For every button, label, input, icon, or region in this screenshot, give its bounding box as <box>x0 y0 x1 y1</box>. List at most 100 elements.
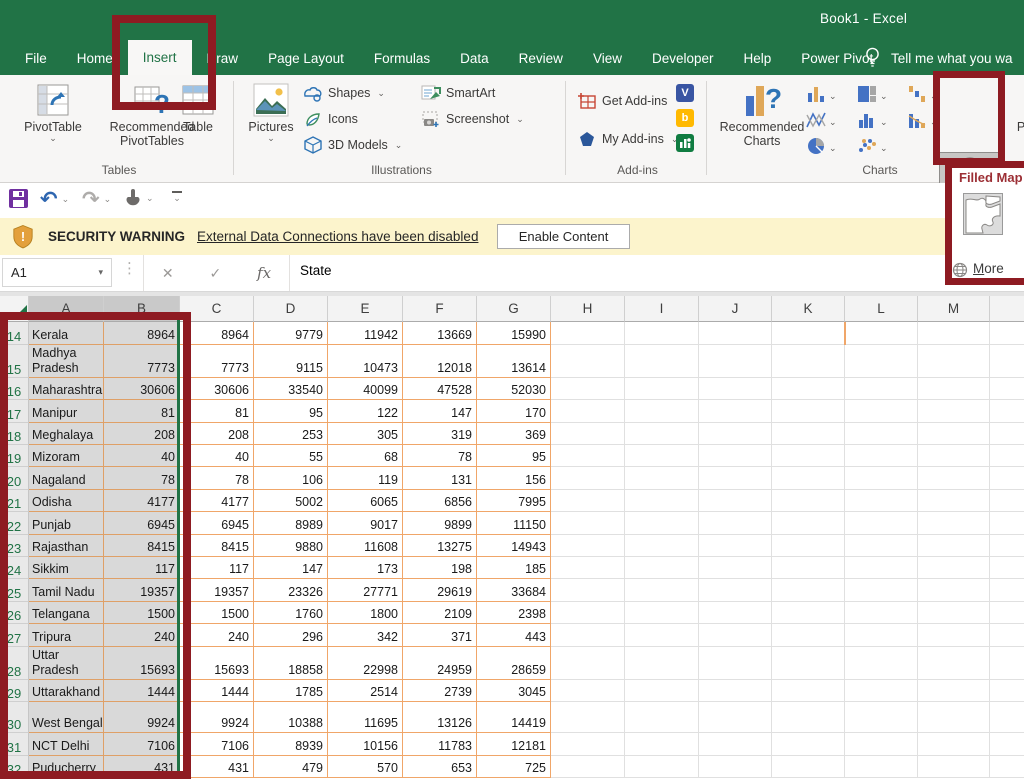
cell-B18[interactable]: 208 <box>104 423 180 445</box>
cell-H27[interactable] <box>551 624 625 647</box>
pivotchart-button[interactable]: PivotChart <box>1006 80 1024 134</box>
cell-E31[interactable]: 10156 <box>328 733 403 756</box>
cell-E18[interactable]: 305 <box>328 423 403 445</box>
histogram-chart-button[interactable]: ⌄ <box>857 110 888 135</box>
cell-K29[interactable] <box>772 680 845 702</box>
cell-M24[interactable] <box>918 557 990 579</box>
cell-I16[interactable] <box>625 378 699 400</box>
cell-L29[interactable] <box>845 680 918 702</box>
cell-M27[interactable] <box>918 624 990 647</box>
my-addins-button[interactable]: My Add-ins ⌄ <box>576 130 678 148</box>
cell-I26[interactable] <box>625 602 699 624</box>
column-chart-button[interactable]: ⌄ <box>806 84 837 109</box>
cell-E29[interactable]: 2514 <box>328 680 403 702</box>
cell-D22[interactable]: 8989 <box>254 512 328 535</box>
cell-E32[interactable]: 570 <box>328 756 403 778</box>
cell-K20[interactable] <box>772 467 845 490</box>
cell-A26[interactable]: Telangana <box>29 602 104 624</box>
cell-K30[interactable] <box>772 702 845 733</box>
cell-G14[interactable]: 15990 <box>477 322 551 345</box>
tab-insert[interactable]: Insert <box>127 40 192 75</box>
cell-M19[interactable] <box>918 445 990 467</box>
cell-M18[interactable] <box>918 423 990 445</box>
cell-H16[interactable] <box>551 378 625 400</box>
cell-L24[interactable] <box>845 557 918 579</box>
people-graph-addin-icon[interactable] <box>676 134 694 152</box>
cell-A18[interactable]: Meghalaya <box>29 423 104 445</box>
cell-L27[interactable] <box>845 624 918 647</box>
filled-map-option[interactable] <box>963 193 1003 235</box>
3d-models-button[interactable]: 3D Models ⌄ <box>302 136 402 154</box>
cell-H25[interactable] <box>551 579 625 602</box>
cell-E17[interactable]: 122 <box>328 400 403 423</box>
cell-I32[interactable] <box>625 756 699 778</box>
cell-L20[interactable] <box>845 467 918 490</box>
cell-C24[interactable]: 117 <box>180 557 254 579</box>
tab-help[interactable]: Help <box>743 51 772 66</box>
cell-K15[interactable] <box>772 345 845 378</box>
cell-J27[interactable] <box>699 624 772 647</box>
cell-L30[interactable] <box>845 702 918 733</box>
cell-L14[interactable] <box>845 322 918 345</box>
cell-D30[interactable]: 10388 <box>254 702 328 733</box>
cell-D18[interactable]: 253 <box>254 423 328 445</box>
cell-L28[interactable] <box>845 647 918 680</box>
cell-F16[interactable]: 47528 <box>403 378 477 400</box>
cell-J28[interactable] <box>699 647 772 680</box>
cell-C15[interactable]: 7773 <box>180 345 254 378</box>
cell-F27[interactable]: 371 <box>403 624 477 647</box>
cell-K32[interactable] <box>772 756 845 778</box>
cell-K18[interactable] <box>772 423 845 445</box>
cell-E22[interactable]: 9017 <box>328 512 403 535</box>
cell-J24[interactable] <box>699 557 772 579</box>
cell-I27[interactable] <box>625 624 699 647</box>
cell-N15[interactable] <box>990 345 1024 378</box>
cell-J21[interactable] <box>699 490 772 512</box>
undo-button[interactable]: ↶ ⌄ <box>40 188 69 210</box>
cell-K22[interactable] <box>772 512 845 535</box>
cell-J18[interactable] <box>699 423 772 445</box>
cell-I23[interactable] <box>625 535 699 557</box>
cell-N19[interactable] <box>990 445 1024 467</box>
cell-I30[interactable] <box>625 702 699 733</box>
cell-J17[interactable] <box>699 400 772 423</box>
cell-J32[interactable] <box>699 756 772 778</box>
cell-F20[interactable]: 131 <box>403 467 477 490</box>
cell-H29[interactable] <box>551 680 625 702</box>
cell-H14[interactable] <box>551 322 625 345</box>
cell-D27[interactable]: 296 <box>254 624 328 647</box>
cell-I21[interactable] <box>625 490 699 512</box>
line-chart-button[interactable]: ⌄ <box>806 110 837 135</box>
cell-A29[interactable]: Uttarakhand <box>29 680 104 702</box>
cell-J19[interactable] <box>699 445 772 467</box>
enter-icon[interactable]: ✓ <box>209 264 222 281</box>
cell-B30[interactable]: 9924 <box>104 702 180 733</box>
cell-G29[interactable]: 3045 <box>477 680 551 702</box>
cell-K14[interactable] <box>772 322 845 345</box>
cell-B14[interactable]: 8964 <box>104 322 180 345</box>
cell-F24[interactable]: 198 <box>403 557 477 579</box>
cell-E24[interactable]: 173 <box>328 557 403 579</box>
cell-G22[interactable]: 11150 <box>477 512 551 535</box>
customize-qat-button[interactable]: ⌄ <box>172 191 182 204</box>
tab-formulas[interactable]: Formulas <box>373 51 431 66</box>
cell-C27[interactable]: 240 <box>180 624 254 647</box>
hierarchy-chart-button[interactable]: ⌄ <box>857 84 888 109</box>
name-box-resize-handle[interactable]: ⋮ <box>122 260 137 277</box>
cell-M23[interactable] <box>918 535 990 557</box>
cell-J26[interactable] <box>699 602 772 624</box>
cell-L16[interactable] <box>845 378 918 400</box>
cell-N32[interactable] <box>990 756 1024 778</box>
cell-L23[interactable] <box>845 535 918 557</box>
cell-G21[interactable]: 7995 <box>477 490 551 512</box>
tab-page-layout[interactable]: Page Layout <box>268 51 344 66</box>
cell-N25[interactable] <box>990 579 1024 602</box>
cell-I17[interactable] <box>625 400 699 423</box>
cell-A31[interactable]: NCT Delhi <box>29 733 104 756</box>
cell-G26[interactable]: 2398 <box>477 602 551 624</box>
cell-F19[interactable]: 78 <box>403 445 477 467</box>
cell-A24[interactable]: Sikkim <box>29 557 104 579</box>
cell-H15[interactable] <box>551 345 625 378</box>
cell-D19[interactable]: 55 <box>254 445 328 467</box>
cell-F17[interactable]: 147 <box>403 400 477 423</box>
